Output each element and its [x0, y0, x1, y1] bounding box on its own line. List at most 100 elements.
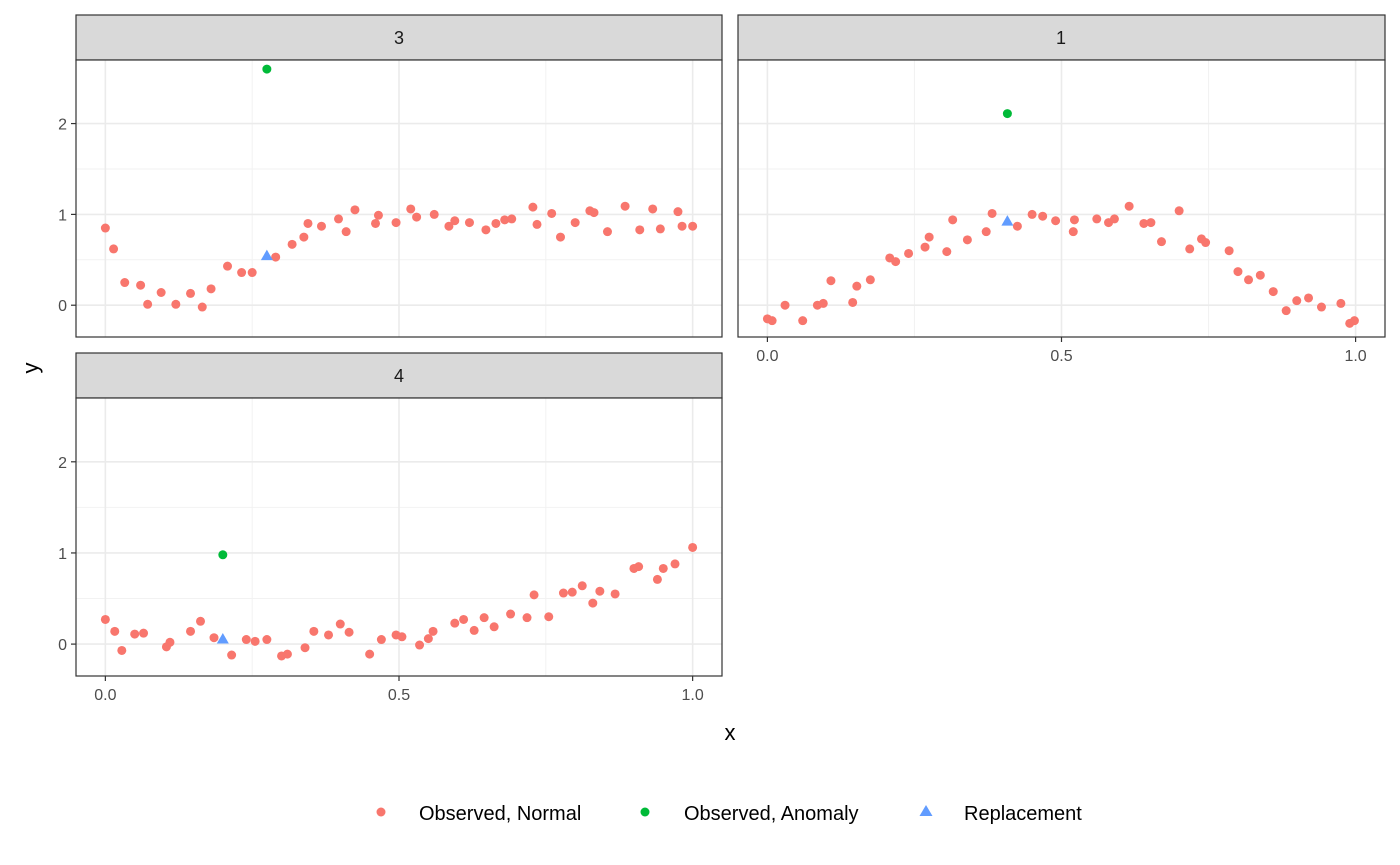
point-observed-normal: [648, 204, 658, 214]
point-observed-normal: [677, 221, 687, 231]
point-observed-normal: [942, 247, 952, 257]
point-observed-normal: [688, 221, 698, 231]
panel-1: 1: [737, 14, 1386, 338]
point-observed-normal: [324, 630, 334, 640]
point-replacement: [1001, 215, 1014, 226]
point-observed-normal: [818, 298, 828, 308]
point-observed-normal: [567, 587, 577, 597]
point-observed-normal: [1304, 293, 1314, 303]
point-observed-normal: [767, 316, 777, 326]
panel-4-strip-label: 4: [394, 366, 404, 386]
point-observed-normal: [620, 201, 630, 211]
point-observed-normal: [780, 300, 790, 310]
point-observed-normal: [987, 208, 997, 218]
point-observed-normal: [186, 626, 196, 636]
point-observed-normal: [100, 223, 110, 233]
point-observed-normal: [1124, 201, 1134, 211]
point-observed-normal: [1109, 214, 1119, 224]
point-observed-normal: [344, 627, 354, 637]
point-observed-normal: [506, 609, 516, 619]
panel-1-x-tick-label: 1.0: [1344, 348, 1366, 365]
point-observed-normal: [287, 239, 297, 249]
point-observed-normal: [223, 261, 233, 271]
point-observed-normal: [1027, 209, 1037, 219]
point-observed-normal: [110, 626, 120, 636]
point-observed-normal: [981, 227, 991, 237]
point-observed-normal: [481, 225, 491, 235]
point-observed-normal: [1316, 302, 1326, 312]
point-observed-normal: [904, 248, 914, 258]
point-observed-normal: [156, 287, 166, 297]
panel-3-border: [75, 59, 723, 338]
legend-label-replacement: Replacement: [964, 803, 1082, 825]
point-observed-normal: [1069, 215, 1079, 225]
point-observed-normal: [1233, 267, 1243, 277]
point-observed-normal: [1255, 270, 1265, 280]
point-observed-normal: [117, 645, 127, 655]
panel-4-x-tick-label: 0.5: [388, 687, 410, 704]
point-observed-normal: [206, 284, 216, 294]
point-observed-normal: [1012, 221, 1022, 231]
point-replacement: [216, 633, 229, 644]
point-observed-normal: [227, 650, 237, 660]
point-observed-normal: [507, 214, 517, 224]
point-observed-normal: [143, 299, 153, 309]
point-observed-normal: [250, 636, 260, 646]
point-observed-normal: [826, 276, 836, 286]
point-observed-normal: [371, 218, 381, 228]
point-observed-normal: [350, 205, 360, 215]
point-observed-normal: [558, 588, 568, 598]
legend: Observed, Normal Observed, Anomaly Repla…: [376, 803, 1082, 825]
point-observed-normal: [1224, 246, 1234, 256]
point-observed-normal: [262, 635, 272, 645]
point-observed-normal: [376, 635, 386, 645]
panel-3-grid: [76, 60, 722, 337]
panel-1-points: [762, 109, 1359, 328]
point-observed-normal: [450, 216, 460, 226]
point-observed-normal: [491, 218, 501, 228]
x-axis-title: x: [725, 720, 736, 745]
point-observed-normal: [464, 218, 474, 228]
point-observed-normal: [423, 634, 433, 644]
legend-key-normal: [376, 807, 386, 817]
point-observed-normal: [299, 232, 309, 242]
panel-3-strip: [75, 14, 723, 61]
point-observed-normal: [544, 612, 554, 622]
point-observed-normal: [500, 215, 510, 225]
point-observed-normal: [547, 208, 557, 218]
point-observed-normal: [237, 268, 247, 278]
point-observed-normal: [1068, 227, 1078, 237]
point-observed-normal: [1051, 216, 1061, 226]
legend-item-replacement: Replacement: [919, 803, 1082, 825]
point-observed-normal: [522, 613, 532, 623]
panel-4-y-tick-label: 1: [58, 546, 67, 563]
axes: 0 1 2 0.0 0.5 1.0 0 1 2 0.0 0.5 1.0: [58, 117, 1367, 704]
point-observed-normal: [303, 218, 313, 228]
point-observed-normal: [589, 208, 599, 218]
point-observed-normal: [100, 614, 110, 624]
legend-key-replacement: [919, 805, 933, 816]
point-observed-normal: [798, 316, 808, 326]
panel-4-grid: [76, 398, 722, 676]
point-observed-normal: [1038, 211, 1048, 221]
point-observed-normal: [1139, 218, 1149, 228]
point-observed-normal: [459, 614, 469, 624]
point-observed-anomaly: [262, 64, 272, 74]
panel-4-y-tick-label: 0: [58, 637, 67, 654]
point-observed-normal: [489, 622, 499, 632]
panel-3-y-tick-label: 1: [58, 207, 67, 224]
point-observed-normal: [688, 542, 698, 552]
point-observed-normal: [610, 589, 620, 599]
panel-3-points: [100, 64, 698, 312]
point-observed-normal: [655, 224, 665, 234]
legend-key-anomaly: [640, 807, 650, 817]
point-observed-normal: [241, 635, 251, 645]
point-observed-normal: [469, 625, 479, 635]
panel-1-x-tick-label: 0.5: [1050, 348, 1072, 365]
panel-4-x-tick-label: 1.0: [682, 687, 704, 704]
point-observed-normal: [479, 613, 489, 623]
point-observed-normal: [652, 574, 662, 584]
point-observed-normal: [865, 275, 875, 285]
point-observed-normal: [428, 626, 438, 636]
